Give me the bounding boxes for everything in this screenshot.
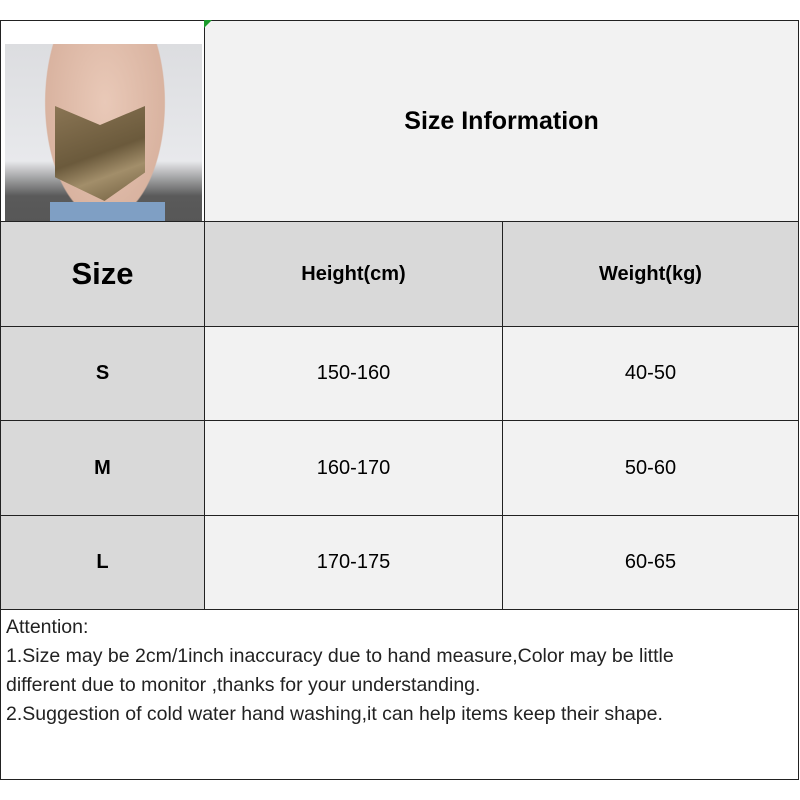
notes-line-3: 2.Suggestion of cold water hand washing,…: [6, 703, 663, 725]
header-height: Height(cm): [204, 221, 503, 327]
size-l: L: [0, 515, 205, 610]
header-weight: Weight(kg): [502, 221, 799, 327]
header-size: Size: [0, 221, 205, 327]
size-m: M: [0, 420, 205, 516]
page-title: Size Information: [204, 20, 799, 222]
weight-s: 40-50: [502, 326, 799, 421]
attention-notes: Attention: 1.Size may be 2cm/1inch inacc…: [0, 609, 799, 780]
cell-marker-icon: [204, 20, 212, 28]
product-photo: [5, 44, 202, 239]
product-photo-cell: [0, 20, 205, 239]
notes-line-1: 1.Size may be 2cm/1inch inaccuracy due t…: [6, 645, 674, 667]
notes-line-2: different due to monitor ,thanks for you…: [6, 674, 481, 696]
height-l: 170-175: [204, 515, 503, 610]
weight-l: 60-65: [502, 515, 799, 610]
height-m: 160-170: [204, 420, 503, 516]
size-s: S: [0, 326, 205, 421]
weight-m: 50-60: [502, 420, 799, 516]
height-s: 150-160: [204, 326, 503, 421]
notes-heading: Attention:: [6, 616, 89, 638]
